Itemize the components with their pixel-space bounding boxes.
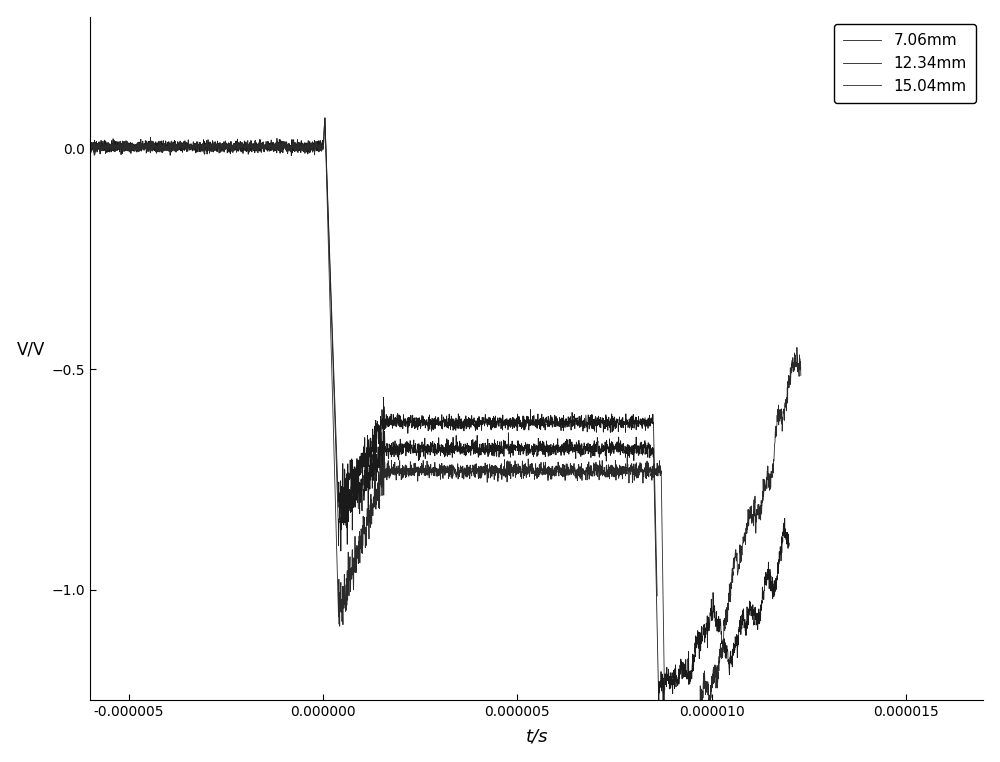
15.04mm [689, 719, 701, 728]
7.06mm [497, 425, 509, 434]
Legend: 7.06mm, 12.34mm, 15.04mm: 7.06mm, 12.34mm, 15.04mm [834, 24, 976, 103]
12.34mm [335, 510, 347, 519]
15.04mm [214, 148, 226, 157]
12.34mm [241, 146, 253, 155]
7.06mm [84, 139, 96, 148]
Line: 7.06mm: 7.06mm [90, 118, 657, 596]
7.06mm [214, 146, 226, 155]
Line: 15.04mm: 15.04mm [90, 118, 801, 762]
15.04mm [335, 604, 347, 613]
15.04mm [84, 146, 96, 155]
12.34mm [689, 640, 701, 649]
12.34mm [84, 140, 96, 149]
Line: 12.34mm: 12.34mm [90, 118, 789, 711]
12.34mm [497, 450, 509, 459]
15.04mm [241, 140, 253, 149]
7.06mm [335, 507, 347, 517]
12.34mm [214, 143, 226, 152]
7.06mm [241, 146, 253, 155]
15.04mm [497, 470, 509, 479]
X-axis label: t/s: t/s [526, 728, 548, 745]
Y-axis label: V/V: V/V [17, 341, 45, 358]
